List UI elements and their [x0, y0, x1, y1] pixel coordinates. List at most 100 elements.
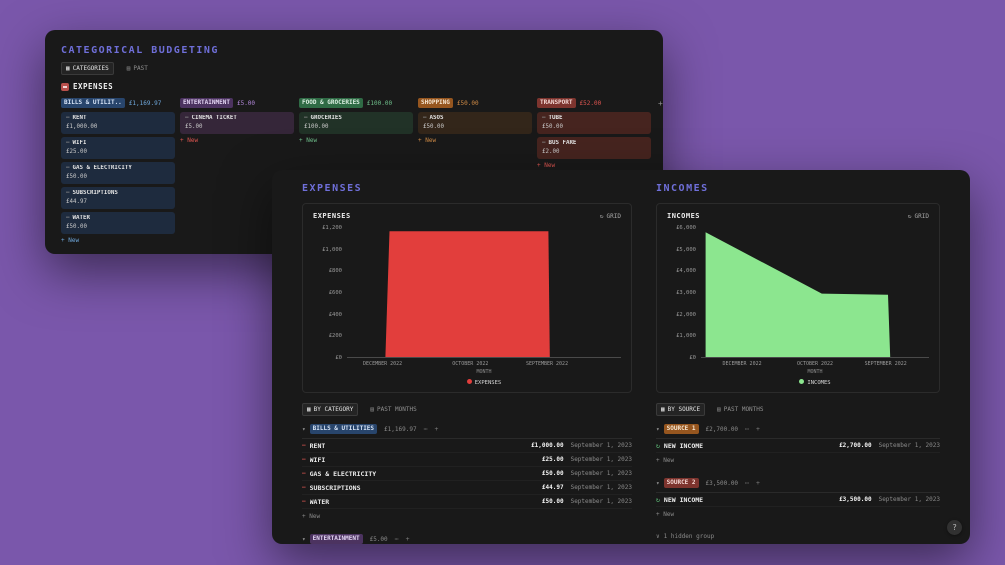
collapse-caret-icon[interactable]: ▾: [302, 535, 306, 543]
expense-row[interactable]: — WIFI £25.00 September 1, 2023: [302, 453, 632, 467]
income-row[interactable]: ↻ NEW INCOME £3,500.00 September 1, 2023: [656, 493, 940, 507]
legend-item: EXPENSES: [466, 379, 501, 386]
board-card[interactable]: — GROCERIES £100.00: [299, 112, 413, 134]
help-button[interactable]: ?: [947, 520, 962, 535]
row-amount: £44.97: [541, 484, 564, 491]
column-total: £1,169.97: [128, 99, 162, 107]
more-options-icon[interactable]: ⋯: [745, 479, 749, 487]
tab-label: BY CATEGORY: [313, 406, 354, 413]
group-badge[interactable]: SOURCE 1: [663, 424, 699, 434]
legend-dot: [799, 379, 805, 384]
tab-label: PAST: [133, 65, 148, 72]
new-card-button[interactable]: + New: [180, 137, 199, 144]
y-tick-label: £5,000: [676, 246, 696, 253]
group-source-2: ▾ SOURCE 2 £3,500.00 ⋯ + ↻ NEW INCOME £3…: [656, 474, 940, 521]
board-card[interactable]: — GAS & ELECTRICITY £50.00: [61, 162, 175, 184]
more-options-icon[interactable]: ⋯: [745, 425, 749, 433]
add-column-button[interactable]: +: [658, 99, 663, 108]
tab-past-months[interactable]: ▤ PAST MONTHS: [712, 403, 768, 416]
new-card-button[interactable]: + New: [418, 137, 437, 144]
hidden-group-toggle[interactable]: ∨ 1 hidden group: [656, 533, 940, 540]
tab-past-months[interactable]: ▤ PAST MONTHS: [365, 403, 421, 416]
board-column-header[interactable]: ENTERTAINMENT £5.00: [180, 98, 294, 108]
board-column-header[interactable]: FOOD & GROCERIES £100.00: [299, 98, 413, 108]
board-column-header[interactable]: TRANSPORT £52.00: [537, 98, 651, 108]
column-total: £100.00: [366, 99, 393, 107]
chart-body: £6,000 £5,000 £4,000 £3,000 £2,000 £1,000 £0: [667, 225, 929, 361]
tab-categories[interactable]: ▦ CATEGORIES: [61, 62, 114, 75]
page-title: CATEGORICAL BUDGETING: [61, 45, 219, 56]
dash-icon: —: [66, 140, 70, 146]
new-row-button[interactable]: + New: [302, 512, 321, 520]
card-name: TUBE: [548, 115, 563, 121]
collapse-caret-icon[interactable]: ▾: [656, 425, 660, 433]
new-income-icon: ↻: [656, 495, 660, 504]
expense-row[interactable]: — SUBSCRIPTIONS £44.97 September 1, 2023: [302, 481, 632, 495]
more-options-icon[interactable]: ⋯: [423, 425, 428, 433]
expense-row[interactable]: — RENT £1,000.00 September 1, 2023: [302, 439, 632, 453]
x-tick-label: OCTOBER 2022: [796, 361, 834, 367]
dash-icon: —: [66, 190, 70, 196]
new-card-button[interactable]: + New: [299, 137, 318, 144]
board-column-header[interactable]: BILLS & UTILIT.. £1,169.97: [61, 98, 175, 108]
group-badge[interactable]: ENTERTAINMENT: [309, 534, 363, 544]
new-row-button[interactable]: + New: [656, 510, 675, 518]
tab-by-category[interactable]: ▦ BY CATEGORY: [302, 403, 359, 416]
add-row-icon[interactable]: +: [405, 535, 410, 543]
dash-icon: —: [302, 456, 306, 463]
board-card[interactable]: — BUS FARE £2.00: [537, 137, 651, 159]
board-column-header[interactable]: SHOPPING £50.00: [418, 98, 532, 108]
group-source-1: ▾ SOURCE 1 £2,700.00 ⋯ + ↻ NEW INCOME £2…: [656, 420, 940, 467]
card-amount: £5.00: [185, 124, 203, 130]
card-name: BUS FARE: [548, 140, 577, 146]
expenses-chart-widget: EXPENSES ↻ GRID £1,200 £1,000 £800 £600 £400…: [302, 203, 632, 393]
new-income-icon: ↻: [656, 441, 660, 450]
column-badge: ENTERTAINMENT: [180, 98, 233, 108]
dash-icon: —: [66, 115, 70, 121]
incomes-plot-area: [701, 228, 929, 358]
table-view-icon: ▦: [661, 406, 665, 413]
board-card[interactable]: — SUBSCRIPTIONS £44.97: [61, 187, 175, 209]
grid-toggle-button[interactable]: ↻ GRID: [908, 213, 929, 220]
chart-header: INCOMES ↻ GRID: [667, 212, 929, 220]
new-card-button[interactable]: + New: [537, 162, 556, 169]
collapse-caret-icon[interactable]: ▾: [302, 425, 306, 433]
add-row-icon[interactable]: +: [434, 425, 439, 433]
group-badge[interactable]: SOURCE 2: [663, 478, 699, 488]
board-card[interactable]: — WIFI £25.00: [61, 137, 175, 159]
expenses-section-head: EXPENSES: [61, 82, 647, 91]
more-options-icon[interactable]: ⋯: [394, 535, 399, 543]
card-amount: £50.00: [66, 224, 87, 230]
collapse-caret-icon[interactable]: ▾: [656, 479, 660, 487]
add-row-icon[interactable]: +: [755, 425, 760, 433]
grid-toggle-label: GRID: [914, 212, 929, 220]
row-name: GAS & ELECTRICITY: [309, 469, 377, 478]
group-total: £3,500.00: [705, 479, 739, 487]
grid-toggle-button[interactable]: ↻ GRID: [600, 213, 621, 220]
row-amount: £50.00: [541, 470, 564, 477]
tab-by-source[interactable]: ▦ BY SOURCE: [656, 403, 706, 416]
add-row-icon[interactable]: +: [755, 479, 760, 487]
column-badge: BILLS & UTILIT..: [61, 98, 125, 108]
row-amount: £1,000.00: [531, 442, 564, 449]
expense-row[interactable]: — GAS & ELECTRICITY £50.00 September 1, 2…: [302, 467, 632, 481]
group-badge[interactable]: BILLS & UTILITIES: [309, 424, 378, 434]
table-view-icon: ▤: [370, 406, 374, 413]
incomes-column: INCOMES INCOMES ↻ GRID £6,000 £5,000 £4,00…: [656, 181, 940, 540]
tab-past[interactable]: ▤ PAST: [122, 62, 153, 75]
board-card[interactable]: — TUBE £50.00: [537, 112, 651, 134]
card-name: WATER: [72, 215, 90, 221]
y-tick-label: £1,000: [676, 333, 696, 340]
expense-row[interactable]: — WATER £50.00 September 1, 2023: [302, 495, 632, 509]
y-axis: £1,200 £1,000 £800 £600 £400 £200 £0: [313, 225, 347, 361]
board-column-transport: TRANSPORT £52.00 — TUBE £50.00 — BUS FARE …: [537, 98, 651, 169]
board-card[interactable]: — WATER £50.00: [61, 212, 175, 234]
income-row[interactable]: ↻ NEW INCOME £2,700.00 September 1, 2023: [656, 439, 940, 453]
board-card[interactable]: — RENT £1,000.00: [61, 112, 175, 134]
new-card-button[interactable]: + New: [61, 237, 80, 244]
dash-icon: —: [302, 484, 306, 491]
board-card[interactable]: — ASOS £50.00: [418, 112, 532, 134]
new-row-button[interactable]: + New: [656, 456, 675, 464]
board-card[interactable]: — CINEMA TICKET £5.00: [180, 112, 294, 134]
card-name: GAS & ELECTRICITY: [72, 165, 132, 171]
